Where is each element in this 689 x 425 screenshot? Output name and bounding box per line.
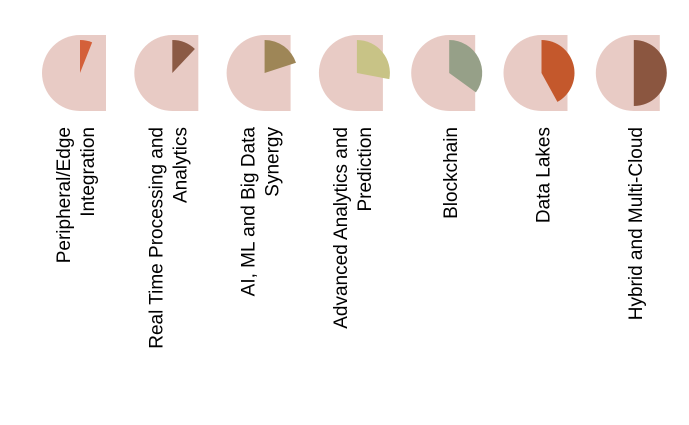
pie-1: Peripheral/Edge Integration: [42, 35, 106, 263]
pie-slice: [80, 40, 93, 73]
pie-7: Hybrid and Multi-Cloud: [595, 35, 667, 320]
pie-slice: [264, 40, 296, 73]
pie-slice: [449, 40, 483, 93]
pie-5: Blockchain: [411, 35, 483, 219]
category-label: Real Time Processing and: [146, 127, 167, 349]
pie-2: Real Time Processing and Analytics: [134, 35, 199, 349]
category-label: Prediction: [355, 127, 376, 212]
category-label: Analytics: [170, 127, 191, 203]
pie-3: AI, ML and Big Data Synergy: [226, 35, 296, 297]
category-label: Hybrid and Multi-Cloud: [626, 127, 647, 320]
category-label: Integration: [78, 127, 99, 217]
category-label: Blockchain: [441, 127, 462, 219]
category-label: Synergy: [263, 127, 284, 197]
category-label: Peripheral/Edge: [54, 127, 75, 263]
pie-slice: [541, 40, 575, 102]
category-label: Data Lakes: [534, 127, 555, 223]
pie-slice: [356, 40, 390, 80]
pie-slice: [172, 40, 195, 73]
category-label: Advanced Analytics and: [331, 127, 352, 329]
pie-slice: [633, 40, 667, 106]
pie-background: [42, 35, 106, 111]
category-label: AI, ML and Big Data: [239, 127, 260, 297]
pie-6: Data Lakes: [503, 35, 575, 223]
pie-4: Advanced Analytics and Prediction: [318, 35, 390, 329]
